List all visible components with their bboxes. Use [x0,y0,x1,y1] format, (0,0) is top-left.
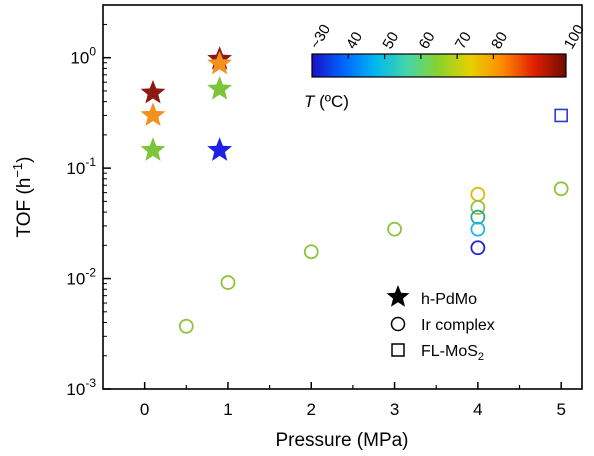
star-marker [140,79,166,104]
circle-marker [470,186,486,202]
star-marker [207,137,232,161]
x-axis-label: Pressure (MPa) [275,430,408,451]
circle-marker [470,240,486,256]
legend-item-h-pdmo: h-PdMo [386,285,477,308]
colorbar-tick-label-50: 50 [379,29,402,52]
circle-marker [178,318,194,334]
x-axis: 0 1 2 3 4 5 [140,382,566,419]
circle-marker [470,221,486,237]
y-axis: 10-3 10-2 10-1 100 [66,4,111,399]
x-tick-label-2: 2 [307,400,316,419]
colorbar-tick-label-70: 70 [452,29,475,52]
star-marker [140,102,166,126]
legend-label-h-pdmo: h-PdMo [421,291,477,308]
colorbar: ~30 40 50 60 70 80 100 T (ºC) [304,21,588,111]
legend-star-marker [386,285,410,307]
colorbar-label: T (ºC) [304,92,349,111]
circle-marker [470,209,486,225]
x-tick-label-4: 4 [473,400,482,419]
square-marker [554,108,568,123]
legend-square-marker [391,343,405,357]
y-tick-label: 10-1 [66,155,96,178]
circle-marker [553,181,569,197]
colorbar-tick-label-40: 40 [343,29,366,52]
y-tick-label: 10-3 [66,376,96,399]
circle-marker [387,221,402,237]
star-marker [207,50,232,75]
legend-circle-marker [390,316,406,332]
star-marker [207,76,232,100]
y-axis-label: TOF (h−1) [10,157,35,238]
circle-marker [470,200,486,215]
colorbar-tick-label-80: 80 [488,29,511,52]
x-tick-label-5: 5 [556,400,565,419]
legend: h-PdMo Ir complex FL-MoS2 [386,285,495,363]
circle-marker [303,244,319,260]
colorbar-tick-label-100: 100 [561,22,588,52]
y-tick-label: 10-2 [66,266,96,289]
legend-label-fl-mos2: FL-MoS2 [421,343,484,363]
x-tick-label-1: 1 [223,400,232,419]
colorbar-tick-label-~30: ~30 [307,21,334,52]
circle-marker [220,275,236,290]
colorbar-gradient [311,53,567,78]
y-tick-label: 100 [70,45,96,68]
x-tick-label-0: 0 [140,400,149,419]
plot-frame [102,4,583,390]
legend-label-ir-complex: Ir complex [421,317,495,334]
colorbar-tick-label-60: 60 [416,29,439,52]
legend-item-fl-mos2: FL-MoS2 [391,343,484,363]
data-points [140,46,569,334]
x-tick-label-3: 3 [390,400,399,419]
legend-item-ir-complex: Ir complex [390,316,495,334]
star-marker [140,137,166,161]
